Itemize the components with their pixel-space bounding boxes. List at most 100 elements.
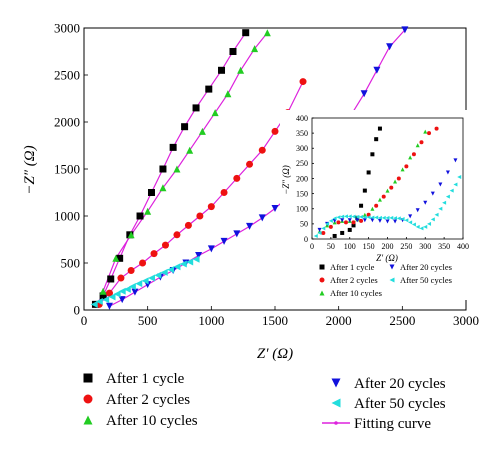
x-tick-label: 400 [457,242,469,251]
main-tick-labels: 0 500 1000 1500 2000 2500 30000500100015002000… [54,21,479,328]
data-point [370,215,375,220]
y-tick-label: 400 [296,114,308,123]
data-point [385,188,390,193]
data-point [377,218,382,223]
data-point [118,287,126,295]
y-tick-label: 2000 [54,115,80,130]
data-point [434,212,439,217]
data-point [233,230,241,238]
inset-legend-label: After 1 cycle [330,262,375,272]
data-point [113,290,121,298]
y-tick-label: 100 [296,205,308,214]
x-tick-label: 0 [310,242,314,251]
x-tick-label: 150 [363,242,375,251]
main-y-axis-label: −Z″ (Ω) [22,145,38,194]
data-point [336,215,341,220]
main-legend: After 1 cycle After 2 cycles After 10 cycl… [83,371,446,432]
x-tick-label: 3000 [453,313,479,328]
data-point [408,214,413,219]
data-point [351,220,356,225]
data-point [423,224,428,229]
legend-marker [83,373,93,383]
data-point [343,220,348,225]
data-point [453,182,458,187]
data-point [423,129,428,134]
data-point [251,45,259,53]
y-tick-label: 2500 [54,68,80,83]
x-tick-label: 1500 [262,313,288,328]
inset-legend-marker [389,264,395,270]
data-point [173,165,181,173]
data-point [370,218,375,223]
y-tick-label: 3000 [54,21,80,36]
legend-label: After 10 cycles [106,413,198,429]
data-point [147,189,155,196]
data-point [102,296,110,304]
data-point [360,90,368,98]
data-point [411,152,416,157]
data-point [328,224,333,229]
legend-fitting-curve-dot [334,421,338,425]
data-point [347,214,352,219]
data-point [359,214,364,219]
data-point [321,226,326,231]
data-point [377,126,382,131]
y-tick-label: 500 [61,256,81,271]
data-point [118,296,126,304]
data-point [205,85,213,93]
data-point [385,215,390,220]
data-point [317,230,322,235]
y-tick-label: 0 [74,303,81,318]
data-point [271,204,279,212]
data-point [229,48,237,55]
data-point [362,218,367,223]
data-point [427,221,432,226]
data-point [123,285,131,293]
data-point [196,212,204,220]
data-point [207,203,215,211]
y-tick-label: 200 [296,174,308,183]
data-point [263,29,271,37]
y-tick-label: 0 [304,235,308,244]
inset-chart: 0 50 100 150 200 250 300 350 400 0 50 100 150 200 250 3… [280,110,470,300]
data-point [362,188,367,193]
inset-legend-label: After 50 cycles [400,275,452,285]
data-point [136,212,144,220]
data-point [359,203,364,208]
data-point [207,245,215,253]
legend-marker [83,415,93,425]
data-point [108,293,116,301]
data-point [144,207,152,215]
data-point [404,218,409,223]
y-tick-label: 50 [300,220,308,229]
x-tick-label: 300 [419,242,431,251]
inset-legend-marker [319,290,325,296]
data-point [321,230,326,235]
data-point [242,29,250,37]
data-point [139,259,147,267]
x-tick-label: 350 [438,242,450,251]
data-point [377,197,382,202]
data-point [396,216,401,221]
inset-legend-label: After 10 cycles [330,288,382,298]
data-point [127,267,135,275]
data-point [393,179,398,184]
data-point [340,218,345,223]
data-point [408,155,413,160]
data-point [453,158,458,163]
x-tick-label: 100 [344,242,356,251]
data-point [237,66,245,74]
legend-marker [331,378,341,388]
data-point [141,277,149,285]
data-point [362,215,367,220]
data-point [161,241,169,249]
data-point [336,220,341,225]
data-point [411,222,416,227]
data-point [160,268,168,276]
data-point [147,274,155,282]
data-point [347,227,352,232]
data-point [246,160,254,168]
data-point [351,214,356,219]
data-point [430,191,435,196]
